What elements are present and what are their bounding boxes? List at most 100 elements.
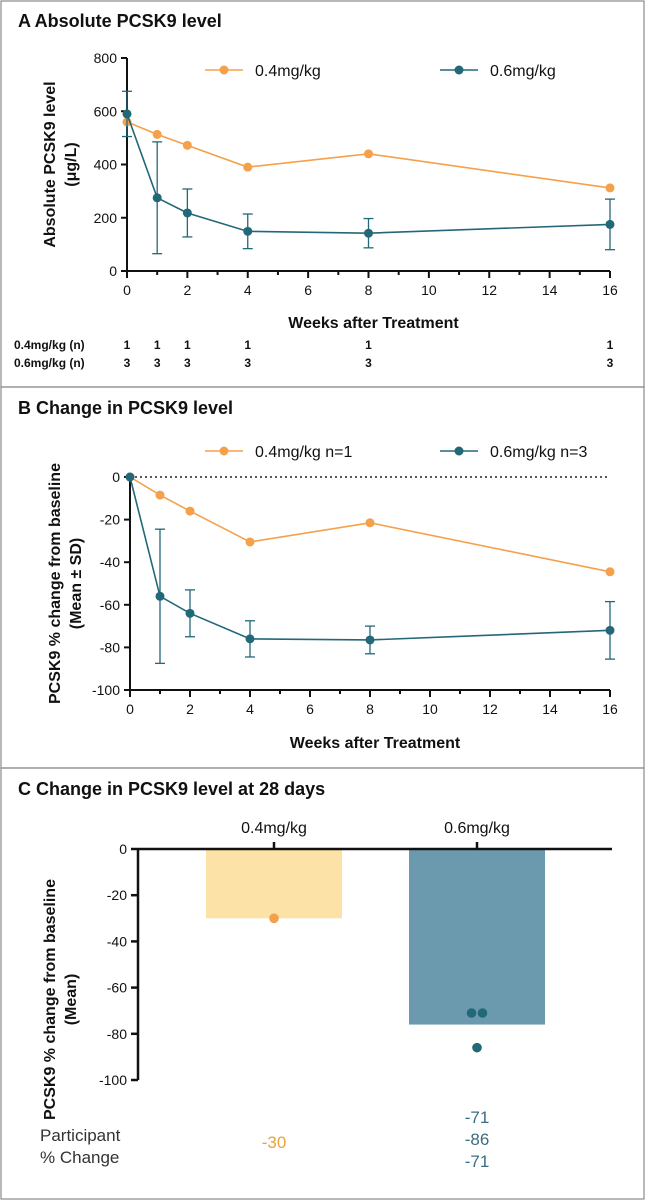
y-axis-label: PCSK9 % change from baseline (Mean ± SD) [47,463,85,704]
y-tick-label: 800 [94,50,118,66]
y-tick-label: 600 [94,103,118,119]
bar [409,849,545,1025]
y-axis-label: Absolute PCSK9 level (μg/L) [42,81,80,247]
legend-label: 0.6mg/kg n=3 [490,444,588,461]
data-point [122,109,132,119]
y-axis-label-line: PCSK9 % change from baseline [47,463,64,704]
participant-value: -86 [465,1130,490,1149]
x-tick-label: 8 [366,701,374,717]
x-tick-label: 14 [542,701,558,717]
series-line [126,121,611,189]
data-point [182,208,192,218]
y-tick-label: -80 [107,1026,127,1042]
x-tick-label: 2 [183,282,191,298]
x-tick-label: 4 [246,701,254,717]
bar [206,849,342,919]
y-tick-label: -40 [100,554,120,570]
data-point [364,228,373,238]
y-tick-label: 0 [109,263,117,279]
participant-label: Participant [40,1126,121,1145]
legend-label: 0.6mg/kg [490,63,556,80]
category-label: 0.6mg/kg [444,820,510,837]
x-axis-label: Weeks after Treatment [290,735,461,752]
y-tick-label: -40 [107,933,127,949]
x-axis-label: Weeks after Treatment [288,315,459,332]
legend-label: 0.4mg/kg [255,63,321,80]
x-tick-label: 6 [306,701,314,717]
count-value: 3 [124,356,131,370]
participant-value: -71 [465,1108,490,1127]
series-line [129,476,611,573]
y-tick-label: -80 [100,639,120,655]
y-axis-label-line: PCSK9 % change from baseline [42,879,59,1120]
legend-swatch-marker [219,446,229,456]
data-point [245,634,255,644]
bar-chart: C Change in PCSK9 level at 28 days PCSK9 … [18,779,612,1171]
x-tick-label: 4 [244,282,252,298]
count-value: 1 [244,338,251,352]
count-value: 3 [244,356,251,370]
count-value: 3 [607,356,614,370]
count-value: 3 [184,356,191,370]
data-point [365,518,375,528]
x-tick-label: 10 [422,701,438,717]
y-tick-label: 0 [119,841,127,857]
count-value: 1 [184,338,191,352]
individual-point [477,1008,488,1018]
legend-swatch-marker [219,65,229,75]
count-value: 1 [365,338,372,352]
y-tick-label: -20 [107,887,127,903]
participant-label: % Change [40,1148,119,1167]
data-point [185,506,195,516]
data-point [152,193,162,203]
count-value: 3 [365,356,372,370]
y-tick-label: 200 [94,210,118,226]
y-axis-label-line: (Mean) [63,974,80,1026]
panel-title: A Absolute PCSK9 level [18,11,222,31]
x-tick-label: 0 [123,282,131,298]
data-point [152,129,162,139]
series-line [129,476,611,641]
panel-frame [0,767,645,1200]
y-tick-label: -100 [92,682,120,698]
data-point [185,608,195,618]
series-line [126,113,611,234]
data-point [605,183,615,193]
legend-label: 0.4mg/kg n=1 [255,444,353,461]
x-tick-label: 10 [421,282,437,298]
y-tick-label: -20 [100,512,120,528]
y-axis-label-line: (Mean ± SD) [68,538,85,629]
y-tick-label: 0 [112,469,120,485]
y-axis-label: PCSK9 % change from baseline (Mean) [42,879,80,1120]
count-row-label: 0.4mg/kg (n) [14,338,85,352]
participant-value: -71 [465,1152,490,1171]
percent-change-chart: B Change in PCSK9 level PCSK9 % change fr… [18,398,618,752]
y-tick-label: -100 [99,1072,127,1088]
x-tick-label: 12 [482,701,498,717]
data-point [125,472,135,482]
category-label: 0.4mg/kg [241,820,307,837]
y-tick-label: -60 [100,597,120,613]
count-value: 1 [607,338,614,352]
data-point [365,635,375,645]
data-point [155,490,165,500]
x-tick-label: 8 [365,282,373,298]
x-tick-label: 16 [602,701,618,717]
data-point [182,140,192,150]
data-point [243,162,253,172]
x-tick-label: 14 [542,282,558,298]
data-point [155,591,165,601]
y-tick-label: -60 [107,980,127,996]
individual-point [472,1042,482,1053]
legend-swatch-marker [454,65,464,75]
data-point [605,625,615,635]
x-tick-label: 2 [186,701,194,717]
individual-point [269,913,279,924]
individual-point [466,1008,477,1018]
panel-title: B Change in PCSK9 level [18,398,233,418]
data-point [364,149,373,159]
y-axis-label-line: Absolute PCSK9 level [42,81,59,247]
data-point [243,226,253,236]
panel-title: C Change in PCSK9 level at 28 days [18,779,325,799]
